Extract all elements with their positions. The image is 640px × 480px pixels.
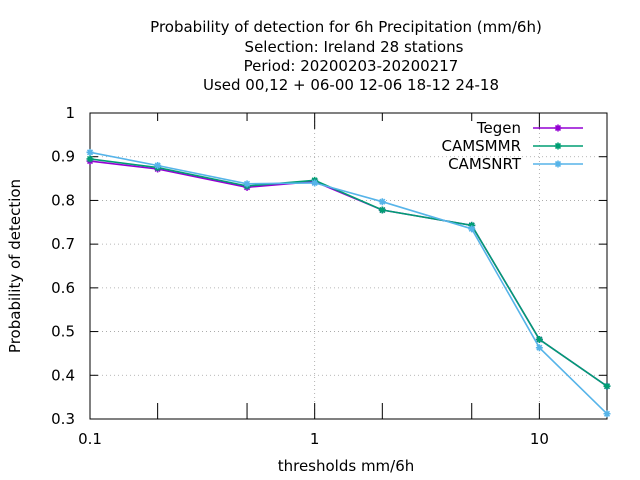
y-tick-label: 0.6 [51, 279, 75, 297]
x-tick-label: 0.1 [78, 430, 102, 448]
data-point-camsnrt [603, 410, 611, 418]
data-point-camsnrt [468, 225, 476, 233]
series-layer [86, 148, 611, 418]
y-tick-label: 0.5 [51, 323, 75, 341]
legend-marker-camsnrt [554, 160, 562, 168]
y-tick-label: 0.3 [51, 410, 75, 428]
x-axis-label: thresholds mm/6h [278, 457, 415, 475]
x-tick-label: 10 [530, 430, 549, 448]
grid [90, 113, 607, 419]
series-line-camsmmr [89, 158, 608, 387]
title-line-1: Probability of detection for 6h Precipit… [150, 18, 542, 36]
data-point-camsnrt [311, 179, 319, 187]
data-point-camsnrt [378, 198, 386, 206]
x-tick-label: 1 [310, 430, 320, 448]
legend-label-tegen: Tegen [476, 119, 521, 137]
tick-labels: 0.3 0.4 0.5 0.6 0.7 0.8 0.9 1 0.1 1 10 [51, 104, 549, 448]
data-point-camsnrt [243, 180, 251, 188]
data-point-camsnrt [154, 161, 162, 169]
title-line-4: Used 00,12 + 06-00 12-06 18-12 24-18 [203, 76, 499, 94]
y-tick-label: 0.9 [51, 148, 75, 166]
legend-label-camsmmr: CAMSMMR [441, 137, 521, 155]
axis-ticks [89, 112, 608, 420]
y-tick-label: 0.8 [51, 191, 75, 209]
y-tick-label: 0.7 [51, 235, 75, 253]
legend-marker-camsmmr [554, 142, 562, 150]
chart-title: Probability of detection for 6h Precipit… [150, 18, 542, 94]
data-point-camsmmr [603, 382, 611, 390]
data-point-camsnrt [535, 344, 543, 352]
data-point-camsmmr [535, 335, 543, 343]
legend-marker-tegen [554, 124, 562, 132]
y-tick-label: 1 [65, 104, 75, 122]
y-tick-label: 0.4 [51, 366, 75, 384]
data-point-camsmmr [378, 206, 386, 214]
data-point-camsmmr [86, 155, 94, 163]
plot-border [89, 112, 608, 420]
legend-label-camsnrt: CAMSNRT [448, 155, 522, 173]
title-line-3: Period: 20200203-20200217 [244, 57, 459, 75]
y-axis-label: Probability of detection [6, 179, 24, 353]
data-point-camsnrt [86, 148, 94, 156]
title-line-2: Selection: Ireland 28 stations [245, 38, 464, 56]
series-line-camsnrt [89, 151, 608, 415]
